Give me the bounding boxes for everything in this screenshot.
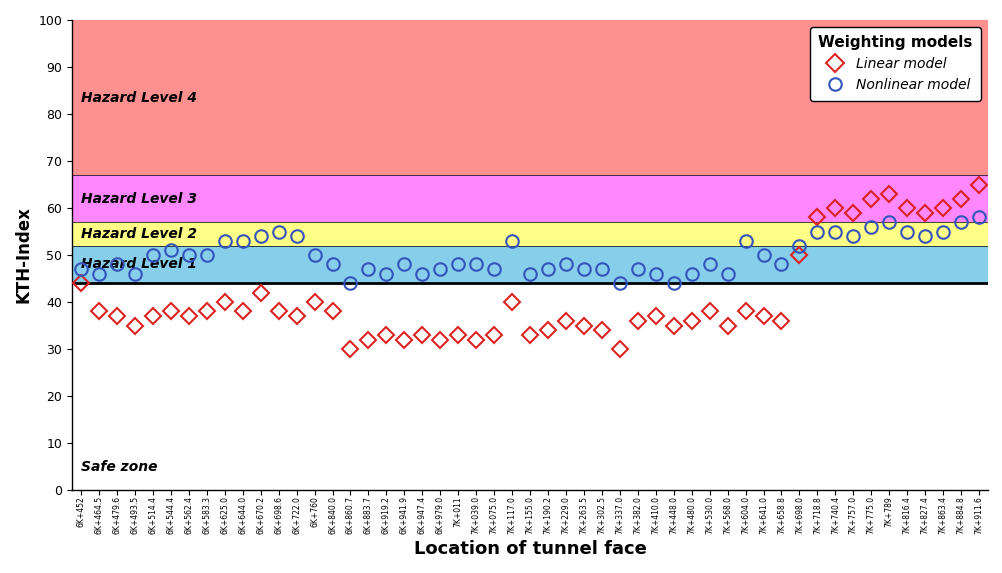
Bar bbox=[72, 175, 987, 222]
Bar bbox=[72, 20, 987, 175]
Text: Hazard Level 2: Hazard Level 2 bbox=[81, 227, 197, 241]
Legend: Linear model, Nonlinear model: Linear model, Nonlinear model bbox=[810, 27, 980, 100]
Bar bbox=[72, 246, 987, 283]
Text: Safe zone: Safe zone bbox=[81, 460, 157, 473]
X-axis label: Location of tunnel face: Location of tunnel face bbox=[413, 540, 646, 558]
Bar bbox=[72, 222, 987, 246]
Text: Hazard Level 4: Hazard Level 4 bbox=[81, 91, 197, 104]
Text: Hazard Level 3: Hazard Level 3 bbox=[81, 191, 197, 206]
Text: Hazard Level 1: Hazard Level 1 bbox=[81, 257, 197, 272]
Y-axis label: KTH-Index: KTH-Index bbox=[15, 207, 33, 304]
